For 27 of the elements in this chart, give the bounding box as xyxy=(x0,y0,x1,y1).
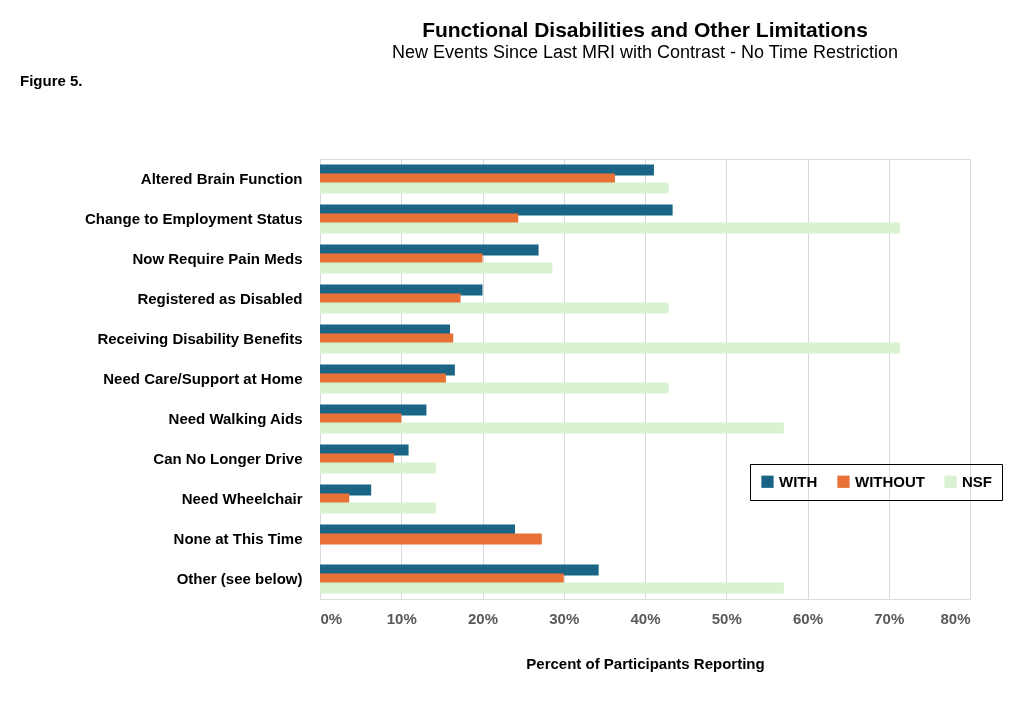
y-tick-label: Need Wheelchair xyxy=(181,490,303,507)
y-tick-label: Registered as Disabled xyxy=(137,290,303,307)
y-tick-label: Now Require Pain Meds xyxy=(132,250,303,267)
x-axis-title: Percent of Participants Reporting xyxy=(526,654,765,672)
x-tick-label: 0% xyxy=(320,609,343,627)
y-tick-label: Need Walking Aids xyxy=(168,410,303,427)
legend-label: WITH xyxy=(779,472,818,490)
x-tick-label: 40% xyxy=(630,609,661,627)
y-tick-label: Receiving Disability Benefits xyxy=(97,330,303,347)
x-tick-label: 60% xyxy=(792,609,824,627)
y-tick-label: Altered Brain Function xyxy=(140,170,303,187)
y-tick-label: Change to Employment Status xyxy=(84,210,303,227)
y-tick-label: None at This Time xyxy=(173,530,303,547)
x-tick-label: 20% xyxy=(467,609,499,627)
legend-label: NSF xyxy=(962,472,992,490)
y-tick-label: Other (see below) xyxy=(176,570,303,587)
chart-title: Functional Disabilities and Other Limitations xyxy=(422,18,868,41)
chart-subtitle: New Events Since Last MRI with Contrast - No Time Restriction xyxy=(391,42,899,62)
caption: Figure 5. xyxy=(20,72,83,89)
legend-label: WITHOUT xyxy=(855,472,925,490)
x-tick-label: 80% xyxy=(940,609,971,627)
y-tick-label: Need Care/Support at Home xyxy=(103,370,303,387)
x-tick-label: 10% xyxy=(386,609,417,627)
x-tick-label: 30% xyxy=(549,609,580,627)
x-tick-label: 50% xyxy=(711,609,742,627)
y-tick-label: Can No Longer Drive xyxy=(153,450,303,467)
x-tick-label: 70% xyxy=(874,609,905,627)
